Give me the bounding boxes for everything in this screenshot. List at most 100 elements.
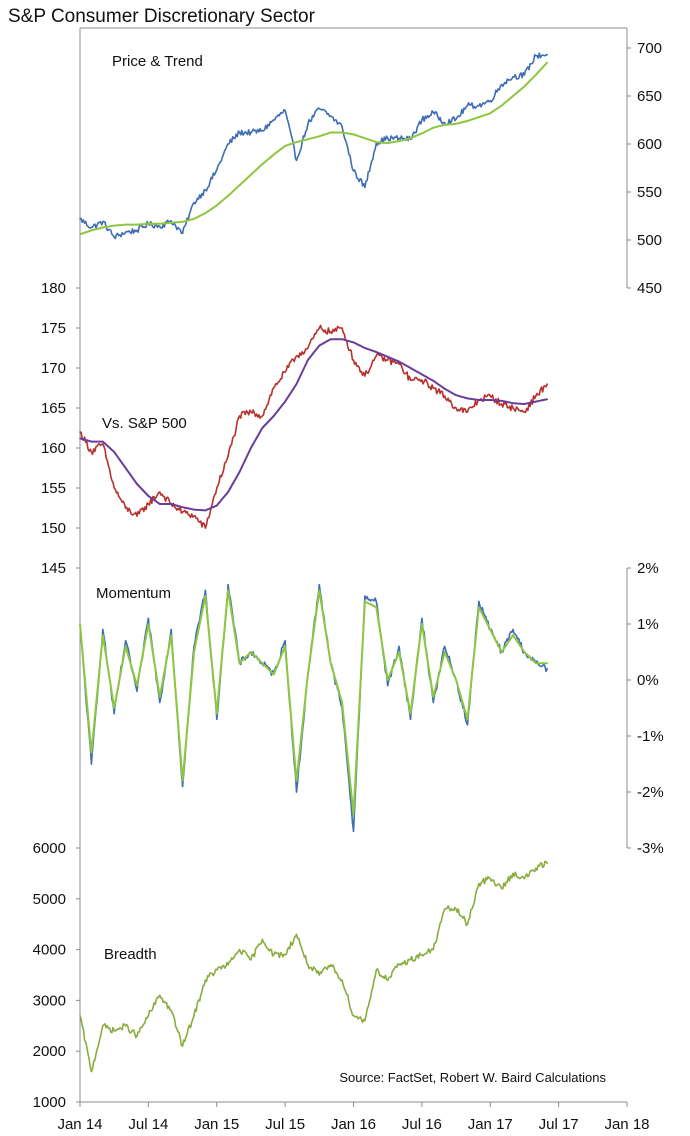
data-point-momentum_smooth [90,752,93,754]
data-point-price [318,107,321,110]
data-point-momentum_smooth [147,623,150,625]
data-point-price [79,218,81,220]
data-point-relative [102,443,104,445]
xtick-label: Jan 18 [604,1116,649,1133]
data-point-breadth [409,959,412,961]
xtick-label: Jan 16 [331,1116,376,1133]
data-point-relative [329,331,332,333]
data-point-relative_trend [329,338,332,341]
data-point-relative_trend [147,495,150,497]
xtick-label: Jan 14 [57,1116,102,1133]
series-line-relative [79,324,548,529]
data-point-momentum_raw [90,763,93,765]
data-point-momentum_smooth [227,589,229,592]
data-point-trend [375,141,378,143]
data-point-momentum_smooth [352,813,355,816]
data-point-relative [500,403,503,405]
ytick-label: 150 [41,520,66,537]
data-point-momentum_smooth [364,600,366,603]
data-point-relative [523,411,526,413]
data-point-breadth [443,908,446,910]
ytick-label: 160 [41,440,66,457]
labels-layer: 700 650 600 550 500 450 Price & Trend 180 175 170… [33,40,664,1133]
xtick-label: Jul 14 [128,1116,168,1133]
data-point-relative_trend [489,399,492,401]
data-point-breadth [90,1070,93,1073]
data-point-relative_trend [227,491,229,493]
data-point-relative [238,415,241,417]
series-line-trend [79,61,548,236]
data-point-relative_trend [409,367,412,369]
data-point-breadth [523,877,526,880]
data-point-breadth [455,908,457,910]
data-point-trend [261,163,264,165]
data-point-relative [307,347,309,349]
data-point-momentum_raw [478,600,480,603]
data-point-momentum_smooth [318,589,321,592]
data-point-trend [90,229,93,232]
data-point-momentum_raw [216,718,218,720]
data-point-breadth [159,994,161,997]
data-point-relative_trend [250,447,252,449]
data-point-momentum_smooth [113,707,115,709]
data-point-relative [159,491,161,493]
data-point-momentum_smooth [535,662,537,664]
data-point-relative [113,487,115,489]
ytick-label: 155 [41,480,66,497]
data-point-price [386,137,389,139]
data-point-momentum_smooth [193,651,195,653]
data-point-breadth [238,948,241,951]
data-point-breadth [193,1014,195,1017]
ytick-label: 1000 [33,1094,66,1111]
data-point-price [421,119,423,121]
data-point-price [113,236,115,238]
data-point-breadth [261,938,264,941]
data-point-momentum_smooth [409,712,412,715]
data-point-trend [147,222,150,225]
xtick-label: Jul 15 [265,1116,305,1133]
data-point-breadth [421,953,423,956]
ytick-label: 650 [637,88,662,105]
data-point-momentum_smooth [216,712,218,715]
data-point-momentum_raw [102,628,104,631]
data-point-breadth [375,969,378,971]
series-line-breadth [79,860,548,1073]
data-point-relative_trend [136,483,138,485]
data-point-trend [398,140,400,142]
data-point-price [432,111,435,114]
data-point-trend [455,123,457,125]
data-point-momentum_smooth [500,651,503,653]
data-point-relative_trend [307,359,309,361]
data-point-relative [535,395,537,397]
ytick-label: 600 [637,136,662,153]
data-point-relative_trend [272,415,275,417]
xtick-label: Jul 17 [539,1116,579,1133]
data-point-price [102,221,104,223]
data-point-breadth [535,867,537,870]
data-point-momentum_smooth [102,634,104,636]
data-point-momentum_smooth [136,684,138,687]
data-point-relative [181,511,184,513]
data-point-momentum_raw [352,830,355,832]
data-point-relative_trend [364,347,366,349]
data-point-relative_trend [432,380,435,382]
data-point-relative [466,411,469,413]
data-point-trend [307,138,309,140]
ytick-label: 500 [637,232,662,249]
panel-label: Price & Trend [112,53,203,70]
ytick-label: 0% [637,672,659,689]
data-point-relative_trend [443,388,446,390]
data-point-breadth [341,979,343,981]
data-point-breadth [489,877,492,880]
data-point-momentum_smooth [124,645,127,648]
ytick-label: 6000 [33,840,66,857]
ytick-label: 700 [637,40,662,57]
data-point-momentum_smooth [375,606,378,608]
data-point-relative [341,327,343,329]
xtick-label: Jan 17 [468,1116,513,1133]
data-point-relative_trend [90,440,93,443]
ytick-label: 2% [637,560,659,577]
data-point-momentum_raw [113,712,115,715]
data-point-relative [124,507,127,509]
